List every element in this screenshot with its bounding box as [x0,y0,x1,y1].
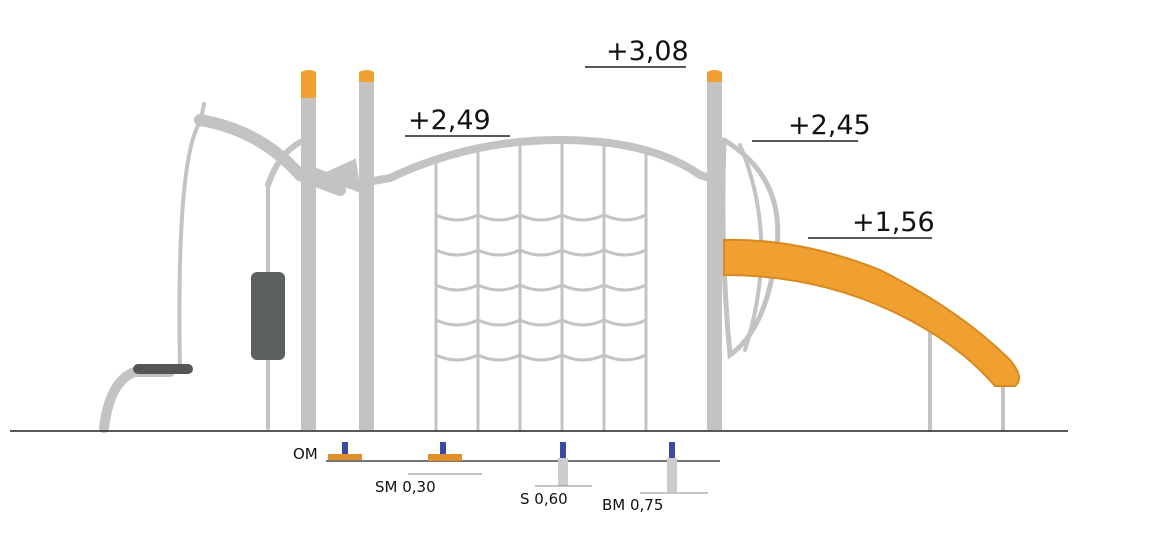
anchor-plate [328,454,362,460]
anchor-post [440,442,446,454]
equipment [99,72,1005,433]
swing-seat [133,364,193,374]
anchor-label: OM [293,445,318,463]
seat-support [99,367,175,433]
swing-frame [194,114,346,196]
height-label: +3,08 [606,36,689,67]
post-cap [707,70,722,82]
anchor-post [669,442,675,458]
anchor-tube [667,458,677,492]
punch-bag [251,272,285,360]
net-rope [434,318,648,327]
post-cap [359,70,374,82]
swing-rope [177,120,202,372]
anchor-plate [428,454,462,461]
net-rope [434,283,648,292]
height-label: +2,49 [408,105,491,136]
post-cap [301,70,316,98]
post [359,72,374,430]
anchor-label: S 0,60 [520,490,568,508]
height-label: +1,56 [852,207,935,238]
anchor-label: SM 0,30 [375,478,436,496]
net-rope [434,213,648,222]
arch [312,135,714,190]
anchor-label: BM 0,75 [602,496,663,514]
height-lines [405,66,932,239]
height-label: +2,45 [788,110,871,141]
bag-support [265,137,308,188]
anchor-post [342,442,348,454]
cage [720,137,781,360]
gusset [319,158,362,194]
anchor-post [560,442,566,458]
net [434,141,648,432]
net-rope [434,353,648,362]
slide [723,238,1020,387]
post [301,72,316,430]
net-rope [434,248,648,257]
anchor-tube [558,458,568,486]
swing-top [198,102,206,126]
anchors [328,442,708,494]
post [707,72,722,430]
